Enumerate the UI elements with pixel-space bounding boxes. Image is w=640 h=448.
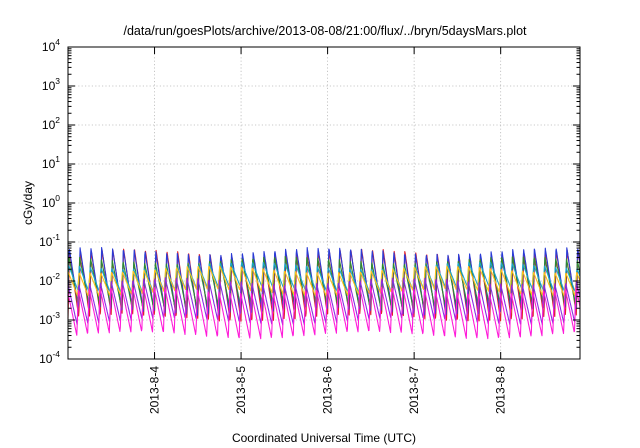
y-tick-label: 10-1 [39,232,60,249]
y-tick-label: 104 [42,37,60,54]
x-tick-label: 2013-8-8 [494,366,508,414]
y-axis-label: cGy/day [21,181,35,225]
series-line [67,285,581,340]
y-axis: 10-4 10-3 10-2 10-1 100 101 102 103 104 [39,37,580,366]
x-tick-label: 2013-8-4 [148,366,162,414]
y-tick-label: 10-2 [39,271,60,288]
y-tick-label: 100 [42,193,60,210]
y-tick-label: 103 [42,76,60,93]
x-tick-label: 2013-8-6 [321,366,335,414]
y-tick-label: 10-3 [39,310,60,327]
chart-title: /data/run/goesPlots/archive/2013-08-08/2… [123,24,527,38]
y-tick-label: 101 [42,154,60,171]
series-line [67,265,581,297]
x-tick-label: 2013-8-5 [234,366,248,414]
grid [68,47,580,359]
y-tick-label: 10-4 [39,349,60,366]
x-axis: 2013-8-4 2013-8-5 2013-8-6 2013-8-7 2013-8-8 [148,47,508,414]
x-tick-label: 2013-8-7 [407,366,421,414]
y-tick-label: 102 [42,115,60,132]
data-series [67,246,581,340]
x-axis-label: Coordinated Universal Time (UTC) [232,431,416,445]
